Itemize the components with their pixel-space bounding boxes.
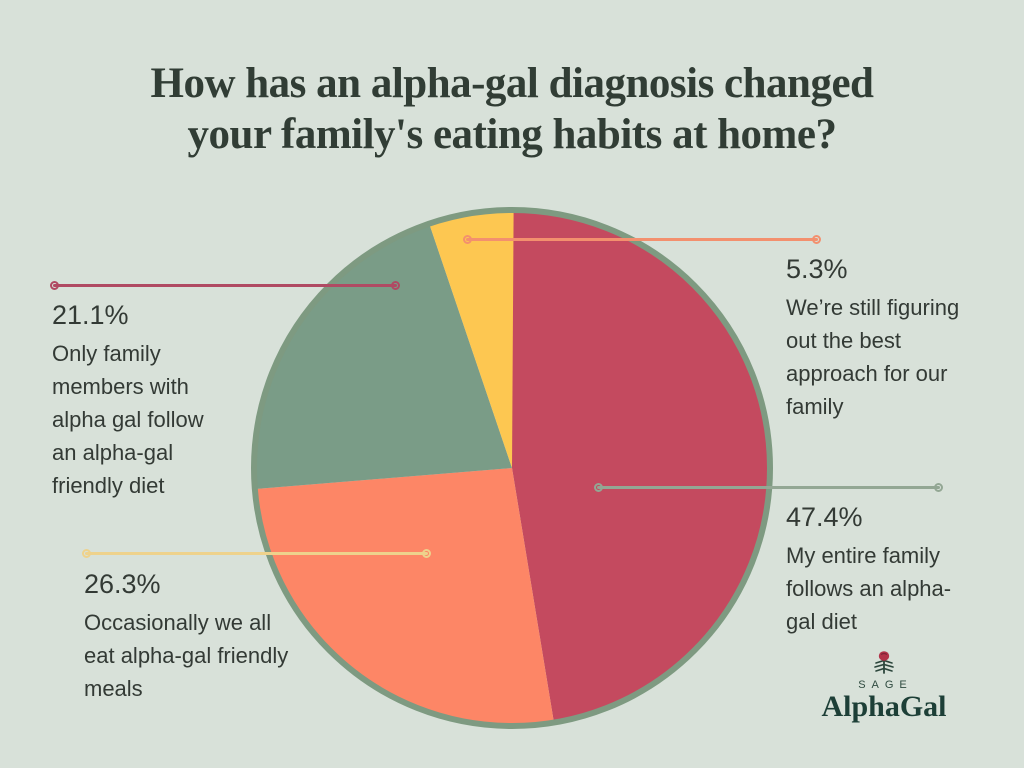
percent-value: 21.1% <box>52 300 129 330</box>
leader-line <box>82 549 431 558</box>
slice-description: We’re still figuring out the best approa… <box>786 295 960 419</box>
brand-sage-text: SAGE <box>858 679 913 691</box>
pie-slice-only-members-with-alpha-gal <box>256 225 512 489</box>
pie-slice-entire-family <box>512 212 769 721</box>
callout-label: 47.4% My entire family follows an alpha-… <box>786 502 972 638</box>
slice-description: Occasionally we all eat alpha-gal friend… <box>84 610 289 701</box>
pie-slice-still-figuring-out <box>429 212 514 468</box>
pie-slice-occasionally-all <box>256 468 554 724</box>
callout-label: 26.3% Occasionally we all eat alpha-gal … <box>84 569 289 705</box>
chart-title: How has an alpha-gal diagnosis changed y… <box>150 60 874 158</box>
slice-description: Only family members with alpha gal follo… <box>52 341 204 498</box>
pie-slices <box>256 212 769 724</box>
leader-line <box>50 281 400 290</box>
tick-icon <box>874 651 894 674</box>
pie-border-ring <box>251 207 773 729</box>
callout-label: 21.1% Only family members with alpha gal… <box>52 300 230 502</box>
pie-chart <box>250 206 774 730</box>
leader-line <box>594 483 943 492</box>
leader-line <box>463 235 821 244</box>
percent-value: 26.3% <box>84 569 161 599</box>
percent-value: 5.3% <box>786 254 848 284</box>
slice-description: My entire family follows an alpha-gal di… <box>786 543 952 634</box>
callout-label: 5.3% We’re still figuring out the best a… <box>786 254 981 423</box>
brand-logo: SAGE AlphaGal <box>798 650 970 722</box>
percent-value: 47.4% <box>786 502 863 532</box>
pie-chart-svg <box>251 207 773 729</box>
brand-alphagal-text: AlphaGal <box>821 690 947 723</box>
